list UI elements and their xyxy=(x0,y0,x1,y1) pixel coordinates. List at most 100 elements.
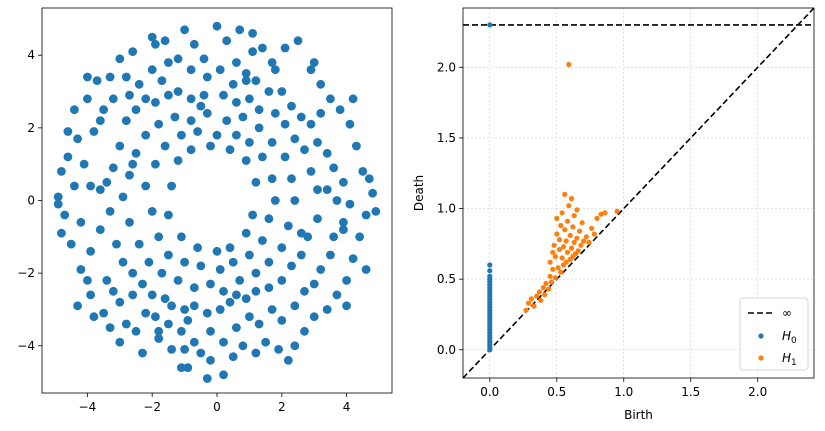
data-point xyxy=(487,268,493,274)
data-point xyxy=(251,286,261,296)
data-point xyxy=(270,65,280,75)
data-point xyxy=(180,257,190,267)
data-point xyxy=(164,250,173,260)
data-point xyxy=(248,47,257,56)
data-point xyxy=(196,261,206,271)
data-point xyxy=(274,345,283,354)
data-point xyxy=(144,257,154,267)
data-point xyxy=(83,94,92,104)
data-point xyxy=(138,348,147,358)
data-point xyxy=(225,297,235,307)
data-point xyxy=(550,266,556,272)
data-point xyxy=(170,112,180,122)
data-point xyxy=(147,207,157,216)
data-point xyxy=(267,305,277,314)
data-point xyxy=(164,58,173,67)
data-point xyxy=(121,116,131,125)
data-point xyxy=(154,334,164,343)
data-point xyxy=(332,196,342,205)
data-point xyxy=(131,326,141,336)
data-point xyxy=(180,305,190,314)
data-point xyxy=(186,116,196,125)
data-point xyxy=(339,217,348,227)
data-point xyxy=(241,228,251,238)
data-point xyxy=(287,174,296,184)
data-point xyxy=(316,265,326,274)
data-point xyxy=(564,249,571,255)
y-tick-label: 2 xyxy=(27,121,35,135)
data-point xyxy=(348,94,358,104)
data-point xyxy=(108,286,118,296)
data-point xyxy=(89,312,99,322)
data-point xyxy=(73,134,82,144)
data-point xyxy=(180,345,190,354)
data-point xyxy=(309,312,319,322)
data-point xyxy=(528,296,534,302)
y-tick-label: 2.0 xyxy=(437,60,456,74)
data-point xyxy=(225,145,235,155)
data-point xyxy=(550,249,556,255)
data-point xyxy=(199,90,209,100)
data-point xyxy=(290,301,300,311)
data-point xyxy=(105,72,115,82)
data-point xyxy=(83,276,92,285)
data-point xyxy=(583,234,589,240)
diagonal-line xyxy=(462,7,815,379)
data-point xyxy=(151,312,160,322)
data-point xyxy=(70,105,79,115)
data-point xyxy=(329,163,339,173)
data-point xyxy=(232,58,241,67)
data-point xyxy=(196,101,206,111)
data-point xyxy=(579,220,585,226)
data-point xyxy=(164,210,173,220)
data-point xyxy=(552,275,559,281)
data-point xyxy=(202,72,212,82)
data-point xyxy=(540,285,547,291)
data-point xyxy=(559,210,565,216)
data-point xyxy=(248,29,257,38)
data-point xyxy=(102,177,112,187)
y-tick-label: 4 xyxy=(27,48,35,62)
data-point xyxy=(219,370,228,380)
data-point xyxy=(348,254,358,263)
data-point xyxy=(154,119,164,129)
data-point xyxy=(241,69,251,78)
data-point xyxy=(560,244,567,250)
data-point xyxy=(180,25,190,35)
legend-h1-swatch xyxy=(758,355,764,361)
data-point xyxy=(63,127,73,136)
data-point xyxy=(128,290,138,300)
x-tick-label: 4 xyxy=(343,400,351,414)
data-point xyxy=(296,250,306,260)
data-point xyxy=(92,76,102,85)
y-tick-label: −4 xyxy=(17,339,35,353)
data-point xyxy=(128,159,138,169)
data-point xyxy=(547,273,553,279)
data-point xyxy=(108,94,118,104)
data-point xyxy=(99,308,108,318)
data-point xyxy=(219,90,228,100)
data-point xyxy=(115,54,125,64)
data-point xyxy=(66,239,76,249)
data-point xyxy=(125,90,134,100)
data-point xyxy=(554,231,560,237)
data-point xyxy=(212,246,222,256)
data-point xyxy=(566,203,572,209)
data-point xyxy=(306,119,316,129)
y-tick-label: 1.0 xyxy=(437,202,456,216)
data-point xyxy=(118,257,128,267)
data-point xyxy=(86,290,95,300)
data-point xyxy=(251,76,261,85)
data-point xyxy=(125,170,134,180)
data-point xyxy=(95,116,105,125)
data-point xyxy=(141,308,151,318)
data-point xyxy=(555,265,561,271)
data-point xyxy=(125,217,134,227)
h0-points xyxy=(487,22,493,353)
data-point xyxy=(154,232,164,242)
data-point xyxy=(558,222,564,229)
data-point xyxy=(193,127,203,136)
data-point xyxy=(562,227,568,233)
legend-h0-label: H0 xyxy=(782,329,797,346)
